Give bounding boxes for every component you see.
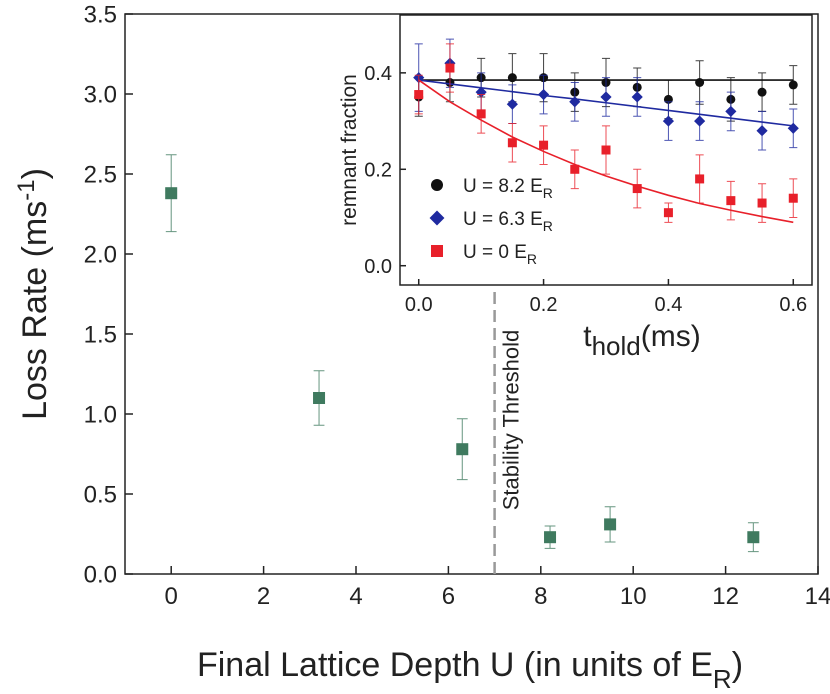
label-part: hold [592, 331, 641, 361]
data-point [663, 208, 673, 218]
data-point [570, 164, 580, 174]
legend-label: U = 6.3 ER [463, 209, 553, 234]
x-tick-label: 14 [805, 583, 830, 610]
data-point [695, 174, 705, 184]
legend-marker [431, 245, 443, 257]
x-tick-label: 0.0 [405, 294, 433, 316]
label-part: R [713, 664, 732, 694]
x-tick-label: 6 [442, 583, 455, 610]
x-tick-label: 0.4 [655, 294, 683, 316]
y-tick-label: 0.5 [84, 482, 117, 509]
x-tick-label: 4 [349, 583, 362, 610]
y-tick-label: 0.0 [364, 256, 392, 278]
legend-marker [431, 179, 443, 191]
y-tick-label: 2.5 [84, 162, 117, 189]
label-part: U = 8.2 E [463, 176, 543, 197]
data-point [726, 196, 736, 206]
data-point [756, 125, 768, 137]
label-part: R [543, 218, 553, 234]
y-tick-label: 2.0 [84, 242, 117, 269]
data-point [507, 73, 517, 83]
data-point [695, 78, 705, 87]
label-part: ) [16, 168, 54, 179]
data-point [313, 392, 326, 404]
y-tick-label: 3.0 [84, 82, 117, 109]
label-part: ) [732, 646, 743, 684]
data-point [445, 63, 455, 73]
data-point [537, 88, 550, 101]
y-tick-label: 1.5 [84, 322, 117, 349]
data-point [604, 518, 617, 531]
y-tick-label: 0.2 [364, 159, 392, 181]
data-point [506, 98, 518, 110]
data-point [507, 138, 517, 148]
label-part: t [583, 320, 592, 353]
legend-label: U = 0 ER [463, 242, 537, 267]
data-point [539, 140, 549, 150]
y-axis-title: Loss Rate (ms-1) [13, 168, 54, 420]
data-point [694, 115, 706, 127]
data-point [725, 105, 737, 118]
x-tick-label: 0.6 [779, 294, 807, 316]
label-part: -1 [13, 179, 40, 200]
x-tick-label: 8 [534, 583, 547, 610]
threshold-label: Stability Threshold [499, 330, 524, 511]
data-point [788, 80, 798, 90]
data-point [600, 91, 612, 103]
label-part: Loss Rate (ms [16, 201, 54, 420]
x-tick-label: 2 [257, 583, 270, 610]
label-part: Final Lattice Depth U (in units of E [197, 646, 713, 684]
data-point [414, 90, 424, 100]
x-tick-label: 12 [712, 583, 739, 610]
label-part: R [527, 251, 537, 267]
y-tick-label: 1.0 [84, 402, 117, 429]
y-tick-label: 3.5 [84, 2, 117, 29]
x-tick-label: 0.2 [530, 294, 558, 316]
data-point [757, 198, 767, 208]
data-point [632, 184, 642, 194]
data-point [662, 115, 675, 127]
data-point [544, 531, 557, 544]
label-part: (ms) [641, 320, 701, 353]
data-point [601, 145, 611, 155]
x-axis-title: Final Lattice Depth U (in units of ER) [197, 646, 743, 694]
legend-marker [429, 210, 445, 226]
data-point [476, 109, 486, 119]
data-point [165, 187, 178, 200]
label-part: U = 0 E [463, 242, 527, 263]
y-axis-title: remnant fraction [338, 74, 361, 226]
x-axis-title: thold(ms) [583, 320, 700, 361]
x-tick-label: 0 [165, 583, 178, 610]
data-point [569, 96, 581, 108]
label-part: U = 6.3 E [463, 209, 543, 230]
data-point [788, 193, 798, 203]
y-tick-label: 0.0 [84, 562, 117, 589]
data-point [747, 531, 760, 544]
data-point [757, 87, 767, 97]
label-part: R [543, 185, 553, 201]
y-tick-label: 0.4 [364, 63, 392, 85]
legend-label: U = 8.2 ER [463, 176, 553, 201]
data-point [456, 443, 469, 456]
data-point [787, 122, 799, 134]
data-point [631, 91, 643, 103]
x-tick-label: 10 [620, 583, 647, 610]
label-part: remnant fraction [338, 74, 361, 226]
